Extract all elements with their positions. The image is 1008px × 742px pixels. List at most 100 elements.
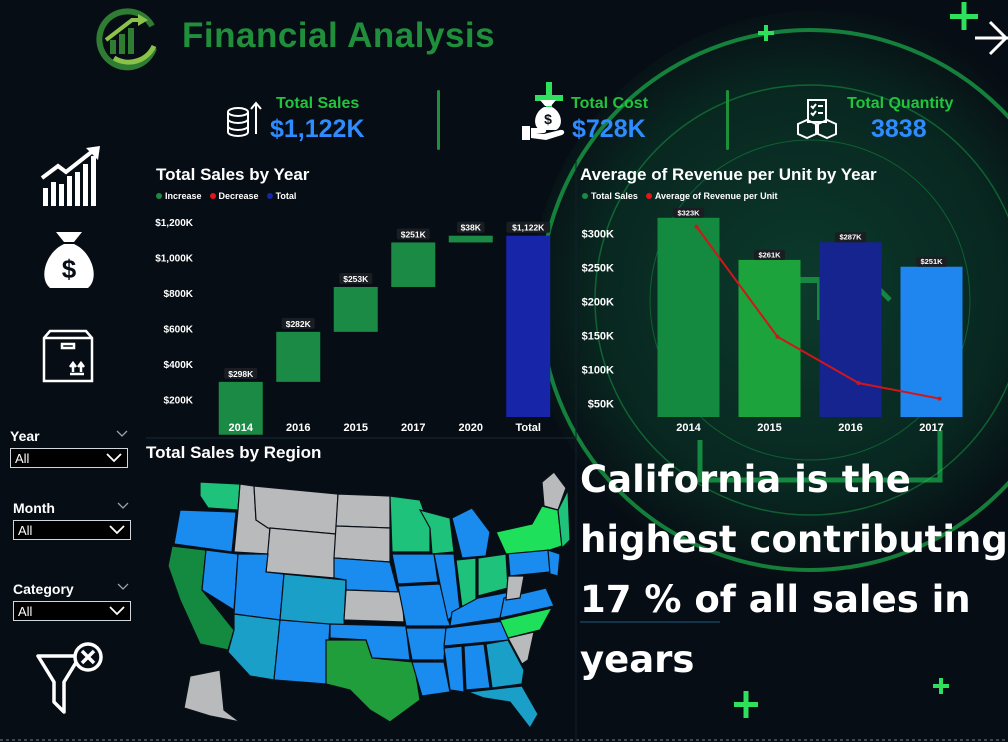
insight-text: California is the highest contributing 1… [580,450,1008,690]
y-tick-label: $150K [582,330,614,342]
chevron-down-icon[interactable] [117,502,129,510]
revenue-legend: Total Sales Average of Revenue per Unit [582,191,778,201]
y-tick-label: $400K [164,360,194,371]
data-label-bg [339,272,373,284]
kpi-divider [726,90,729,150]
data-label-bg [456,221,485,233]
chevron-down-icon[interactable] [117,583,129,591]
slicer-year-dropdown[interactable]: All [10,448,128,468]
x-tick-label: 2017 [919,422,943,434]
data-label: $253K [343,274,369,284]
legend-item-avg-revenue: Average of Revenue per Unit [645,191,778,201]
slicer-category-dropdown[interactable]: All [13,601,131,621]
map-region-maine [541,471,567,511]
y-tick-label: $1,000K [155,253,194,264]
waterfall-bar [448,235,493,243]
waterfall-bar [218,381,263,435]
data-label: $38K [461,223,482,233]
money-bag-icon[interactable]: $ [40,228,98,292]
map-region-arizona [227,613,281,681]
y-tick-label: $200K [582,296,614,308]
slicer-category-label: Category [13,581,74,597]
map-region-colorado [279,573,347,627]
data-label-bg [281,317,315,329]
y-tick-label: $800K [164,289,194,300]
map-region-alaska [183,669,241,723]
kpi-total-sales-value: $1,122K [270,115,365,143]
map-region-michigan [451,507,491,559]
x-tick-label: 2015 [344,422,368,434]
slicer-year-label: Year [10,428,40,444]
revenue-bar [900,266,963,417]
legend-item-total: Total [266,191,296,201]
data-label: $287K [839,233,862,242]
kpi-total-quantity-label: Total Quantity [847,95,954,112]
map-region-new-york [495,505,563,555]
waterfall-bar [276,331,321,382]
data-label-bg [224,367,258,379]
y-tick-label: $250K [582,262,614,274]
revenue-bar [738,259,801,417]
map-region-south-dakota [333,525,391,563]
x-tick-label: 2015 [757,422,781,434]
map-region-kansas [343,589,405,623]
data-label-bg [673,207,704,218]
x-tick-label: 2016 [838,422,862,434]
map-region-louisiana [411,661,451,697]
x-tick-label: 2016 [286,422,310,434]
data-label: $282K [286,319,312,329]
insight-line: California is the [580,458,911,501]
x-tick-label: 2014 [676,422,701,434]
insight-line: years [580,638,695,681]
map-region-alabama [463,643,491,691]
waterfall-bar [506,235,551,417]
arrow-icon [975,20,1008,56]
map-region-ohio [477,553,509,597]
slicer-category-value: All [18,604,33,619]
slicer-month: Month All [13,500,133,540]
slicer-month-dropdown[interactable]: All [13,520,131,540]
y-tick-label: $600K [164,324,194,335]
data-label: $251K [920,257,943,266]
legend-item-increase: Increase [156,191,202,201]
data-label-bg [916,256,947,267]
chevron-down-icon[interactable] [116,430,128,438]
clear-filter-icon[interactable] [34,640,108,720]
x-tick-label: 2014 [229,422,254,434]
kpi-divider [437,90,440,150]
map-region-north-carolina [499,607,554,639]
logo-icon [96,8,157,71]
revenue-chart: $50K $100K $150K $200K $250K $300K $323K 2014 $2… [582,207,963,434]
insight-line: highest contributing [580,518,1008,561]
waterfall-legend: Increase Decrease Total [156,191,296,201]
us-sales-map[interactable] [150,470,570,730]
map-region-new-mexico [273,619,331,685]
boxes-checklist-icon [797,99,837,140]
data-label-bg [506,221,551,233]
map-region-new-england [557,489,570,550]
y-tick-label: $100K [582,364,614,376]
map-region-wisconsin [418,509,455,555]
kpi-total-sales-label: Total Sales [276,95,360,112]
data-label-bg [754,249,785,260]
map-chart-title: Total Sales by Region [146,443,322,462]
data-label: $298K [228,369,254,379]
x-tick-label: 2017 [401,422,425,434]
legend-item-total-sales: Total Sales [582,191,638,201]
insight-line: 17 % of all sales in [580,578,971,621]
slicer-category: Category All [13,581,133,621]
kpi-total-quantity-value: 3838 [871,115,927,143]
map-region-mississippi [443,645,465,693]
waterfall-chart: $200K $400K $600K $800K $1,000K $1,200K $298K 2… [155,218,551,435]
chevron-down-icon [109,525,125,535]
y-tick-label: $200K [164,395,194,406]
growth-chart-icon[interactable] [40,144,104,208]
kpi-total-cost-value: $728K [572,115,646,143]
map-region-wyoming [265,527,337,579]
data-label-bg [396,228,430,240]
map-region-west-virginia [505,575,525,601]
legend-item-decrease: Decrease [209,191,259,201]
box-icon[interactable] [40,328,96,384]
svg-text:$: $ [544,111,552,127]
map-region-new-jersey [547,549,561,577]
